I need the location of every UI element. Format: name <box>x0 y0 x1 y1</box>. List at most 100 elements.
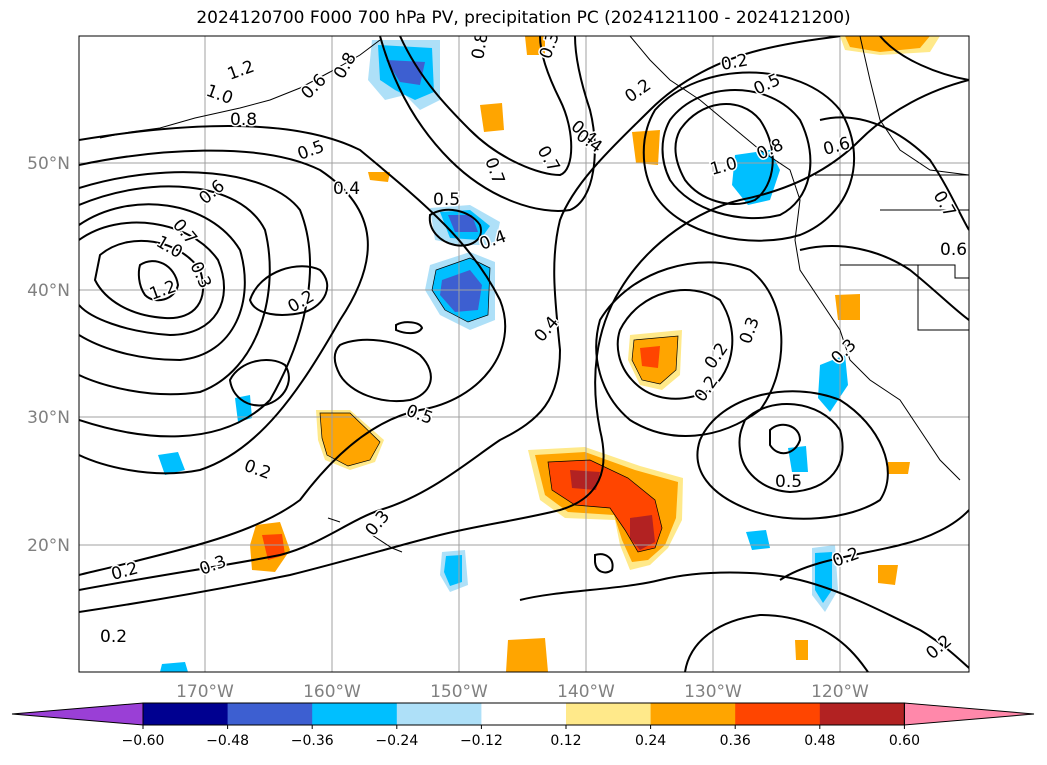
lat-labels: 50°N 40°N 30°N 20°N <box>27 154 70 556</box>
pv-contour <box>228 359 290 407</box>
pv-contour <box>819 116 969 231</box>
lon-label: 150°W <box>430 682 488 702</box>
colorbar-tick-label: −0.12 <box>460 733 503 749</box>
colorbar-tick-label: 0.12 <box>550 733 581 749</box>
contour-label: 1.0 <box>203 81 235 109</box>
neg-area <box>448 215 478 232</box>
contour-label: 0.7 <box>929 188 960 221</box>
pv-contour <box>395 321 424 335</box>
pv-contour <box>79 125 507 576</box>
pv-contour <box>79 149 369 475</box>
pv-contour <box>379 36 596 212</box>
colorbar-swatch <box>143 703 229 725</box>
pos-area <box>632 130 660 165</box>
pv-contour <box>93 239 205 320</box>
contour-label: 0.4 <box>333 179 360 199</box>
pos-area <box>878 565 898 585</box>
neg-area <box>160 662 188 672</box>
contour-label: 0.7 <box>480 155 508 187</box>
contour-label: 0.8 <box>230 110 257 130</box>
pv-contour <box>642 71 855 242</box>
contour-label: 0.3 <box>185 259 215 292</box>
colorbar-swatch <box>396 703 482 725</box>
neg-area <box>440 270 482 312</box>
pv-contour <box>79 171 311 438</box>
lon-label: 160°W <box>303 682 361 702</box>
colorbar-tick-label: 0.36 <box>720 733 751 749</box>
pv-contour <box>779 509 969 581</box>
colorbar-tick-label: −0.60 <box>122 733 165 749</box>
pv-contour <box>879 36 969 81</box>
neg-area <box>732 150 780 205</box>
contour-label: 0.2 <box>691 372 723 406</box>
lat-label: 30°N <box>27 408 70 428</box>
lon-label: 140°W <box>557 682 615 702</box>
pv-contour <box>519 571 969 669</box>
lat-label: 50°N <box>27 154 70 174</box>
lon-labels: 170°W 160°W 150°W 140°W 130°W 120°W <box>176 682 869 702</box>
colorbar-tick-label: −0.24 <box>375 733 418 749</box>
neg-area <box>444 555 462 586</box>
contour-label: 0.5 <box>433 190 460 210</box>
contour-label: 0.2 <box>285 286 318 317</box>
neg-area <box>815 552 832 603</box>
colorbar-tick-label: −0.36 <box>291 733 334 749</box>
map-title: 2024120700 F000 700 hPa PV, precipitatio… <box>196 8 851 28</box>
colorbar-swatch <box>819 703 905 725</box>
pos-area <box>480 103 504 132</box>
lat-label: 20°N <box>27 536 70 556</box>
contour-label: 0.3 <box>197 552 229 580</box>
neg-area <box>158 452 185 475</box>
contour-label: 0.3 <box>536 29 564 61</box>
pos-area <box>795 640 808 660</box>
contour-label: 0.2 <box>241 456 273 484</box>
pv-contour <box>428 208 482 247</box>
pv-contour <box>79 203 246 362</box>
neg-area <box>235 395 252 422</box>
contour-label: 0.8 <box>468 31 492 61</box>
contour-label: 0.2 <box>100 627 127 647</box>
lon-label: 120°W <box>811 682 869 702</box>
colorbar-tick-label: −0.48 <box>206 733 249 749</box>
pos-area <box>888 462 910 474</box>
pos-area <box>368 172 390 182</box>
contour-label: 0.5 <box>775 472 802 492</box>
neg-area <box>788 446 808 472</box>
pv-contour <box>79 79 969 613</box>
pv-contour <box>248 265 329 316</box>
pv-contour <box>79 185 271 396</box>
colorbar-swatch <box>735 703 821 725</box>
pv-contour <box>79 36 841 591</box>
contour-label: 0.6 <box>940 240 967 260</box>
pv-contour <box>738 403 844 494</box>
pv-contour <box>79 221 225 337</box>
pv-contour <box>661 89 812 219</box>
neg-area <box>746 530 770 550</box>
precip-shading <box>158 36 940 672</box>
shade-outlines <box>319 257 679 553</box>
contour-label: 1.2 <box>147 277 179 305</box>
pv-contour <box>769 423 802 455</box>
pv-contour <box>137 260 180 302</box>
contour-labels: 1.2 1.0 0.8 0.7 0.6 0.5 0.4 0.3 0.2 0.6 … <box>99 29 969 665</box>
pv-contour <box>333 338 432 402</box>
colorbar-swatches <box>11 702 1035 726</box>
contour-label: 0.3 <box>362 507 395 541</box>
pos-area <box>262 534 285 560</box>
pos-area <box>506 638 548 672</box>
colorbar-tick-label: 0.24 <box>635 733 666 749</box>
contour-label: 0.8 <box>330 49 361 82</box>
colorbar-extend-high <box>903 702 1035 726</box>
lon-label: 130°W <box>684 682 742 702</box>
pv-contour <box>696 390 889 520</box>
contour-label: 0.2 <box>621 75 655 107</box>
neg-area <box>386 60 425 85</box>
lat-label: 40°N <box>27 281 70 301</box>
contour-label: 1.2 <box>225 57 257 85</box>
pv-contour <box>799 245 969 321</box>
colorbar-tick-label: 0.48 <box>804 733 835 749</box>
graticule <box>79 36 969 672</box>
pv-contour <box>674 103 774 205</box>
contour-label: 0.3 <box>736 314 764 346</box>
